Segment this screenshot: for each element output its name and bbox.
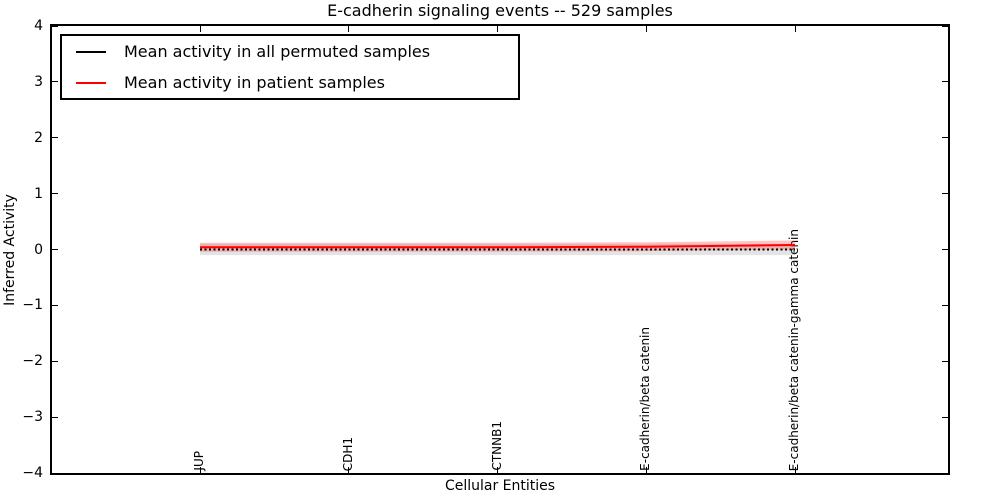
y-tick-right	[942, 472, 948, 474]
x-tick-top	[497, 26, 498, 32]
y-tick-label: −3	[22, 409, 43, 426]
y-tick-label: 0	[34, 241, 43, 258]
x-tick-bottom	[497, 467, 498, 473]
y-tick-left	[52, 249, 58, 250]
legend-row: Mean activity in patient samples	[62, 67, 518, 98]
y-tick-left	[52, 304, 58, 306]
y-tick-label: −2	[22, 353, 43, 370]
y-tick-label: 1	[34, 185, 43, 202]
x-tick-bottom	[348, 467, 350, 473]
y-tick-right	[942, 416, 948, 418]
legend-label: Mean activity in patient samples	[124, 73, 385, 92]
series-canvas	[200, 240, 796, 256]
x-tick-top	[199, 26, 201, 32]
x-tick-bottom	[645, 467, 647, 473]
x-tick-top	[348, 26, 350, 32]
patient-mean-line	[200, 244, 796, 249]
y-tick-label: −4	[22, 465, 43, 481]
chart-title: E-cadherin signaling events -- 529 sampl…	[327, 1, 673, 20]
y-tick-label: 2	[34, 129, 43, 146]
legend-line-sample	[76, 50, 106, 53]
x-axis-label: Cellular Entities	[444, 478, 556, 494]
y-tick-right	[942, 81, 948, 83]
y-tick-right	[942, 249, 948, 250]
y-tick-label: −1	[22, 297, 43, 314]
legend-line-sample	[76, 81, 106, 84]
y-tick-left	[52, 25, 58, 27]
y-tick-left	[52, 472, 58, 474]
y-tick-label: 3	[34, 73, 43, 90]
y-tick-left	[52, 193, 58, 195]
y-tick-right	[942, 193, 948, 195]
legend-row: Mean activity in all permuted samples	[62, 36, 518, 67]
y-tick-left	[52, 416, 58, 418]
y-tick-left	[52, 137, 58, 139]
x-tick-top	[645, 26, 647, 32]
x-tick-bottom	[199, 467, 201, 473]
y-tick-right	[942, 137, 948, 139]
x-tick-top	[794, 26, 796, 32]
y-tick-label: 4	[34, 18, 43, 34]
y-tick-right	[942, 360, 948, 362]
legend: Mean activity in all permuted samples Mea…	[60, 34, 520, 100]
y-tick-left	[52, 81, 58, 83]
x-tick-bottom	[794, 467, 796, 473]
y-tick-right	[942, 304, 948, 306]
y-tick-left	[52, 360, 58, 362]
legend-label: Mean activity in all permuted samples	[124, 42, 431, 61]
plot-area: Mean activity in all permuted samples Mea…	[50, 24, 950, 475]
y-tick-right	[942, 25, 948, 27]
